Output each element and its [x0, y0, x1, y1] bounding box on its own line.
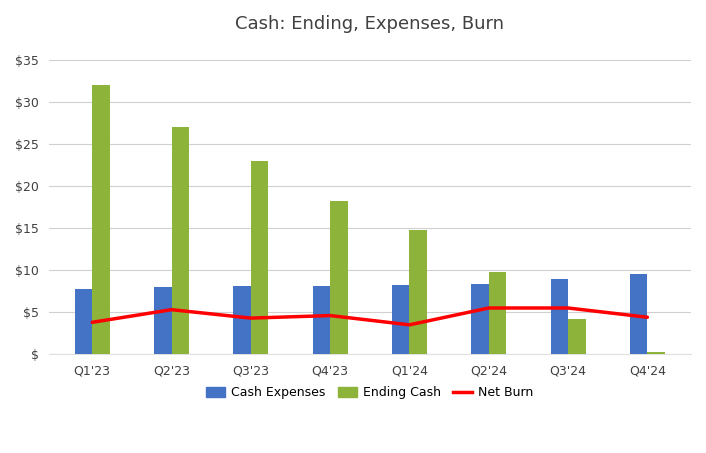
Bar [154, 287, 172, 354]
Bar [472, 284, 489, 354]
Bar [551, 279, 568, 354]
Legend: Cash Expenses, Ending Cash, Net Burn: Cash Expenses, Ending Cash, Net Burn [201, 381, 539, 404]
Bar [313, 286, 330, 354]
Bar [330, 201, 347, 354]
Bar [92, 85, 109, 354]
Bar [489, 272, 506, 354]
Bar [251, 161, 268, 354]
Bar [630, 275, 647, 354]
Bar [75, 289, 92, 354]
Bar [392, 285, 409, 354]
Bar [234, 286, 251, 354]
Title: Cash: Ending, Expenses, Burn: Cash: Ending, Expenses, Burn [235, 15, 504, 33]
Bar [647, 352, 665, 354]
Bar [409, 230, 427, 354]
Bar [172, 127, 189, 354]
Bar [568, 319, 585, 354]
